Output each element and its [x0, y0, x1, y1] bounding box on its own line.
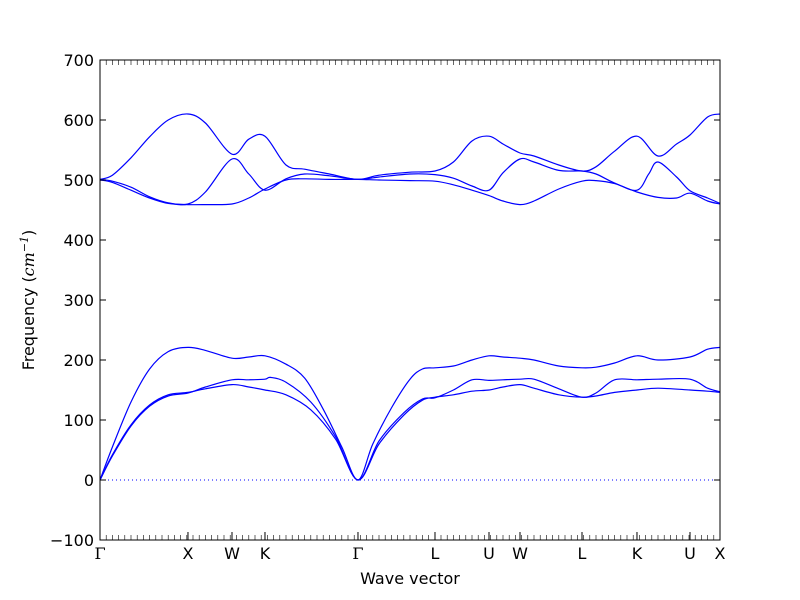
band-line-6 — [99, 113, 721, 181]
x-tick-label: L — [431, 544, 440, 563]
y-axis-label-suffix: ) — [19, 230, 38, 236]
x-tick-label: K — [260, 544, 271, 563]
x-tick-label: X — [715, 544, 726, 563]
y-tick-label: 700 — [63, 51, 94, 70]
y-tick-label: 500 — [63, 171, 94, 190]
band-line-5 — [99, 157, 721, 206]
y-tick-label: 400 — [63, 231, 94, 250]
x-tick-label: Γ — [352, 544, 363, 563]
x-tick-label: L — [578, 544, 587, 563]
y-axis-label-exponent: −1 — [18, 236, 31, 252]
y-axis-label-unit: cm — [19, 252, 38, 276]
x-tick-label: Γ — [94, 544, 105, 563]
x-tick-label: W — [224, 544, 240, 563]
band-line-3 — [99, 346, 721, 481]
y-tick-label: 0 — [84, 471, 94, 490]
x-axis-label: Wave vector — [360, 569, 460, 588]
y-tick-label: −100 — [50, 531, 94, 550]
y-tick-label: 100 — [63, 411, 94, 430]
x-tick-label: U — [483, 544, 495, 563]
y-tick-label: 600 — [63, 111, 94, 130]
band-line-2 — [99, 376, 721, 481]
plot-content — [99, 113, 721, 481]
y-axis-label: Frequency (cm−1) — [18, 230, 38, 371]
y-axis-label-prefix: Frequency ( — [19, 276, 38, 370]
y-tick-label: 200 — [63, 351, 94, 370]
x-tick-label: W — [512, 544, 528, 563]
x-tick-label: X — [182, 544, 193, 563]
x-tick-label: U — [684, 544, 696, 563]
y-tick-label: 300 — [63, 291, 94, 310]
x-tick-label: K — [632, 544, 643, 563]
